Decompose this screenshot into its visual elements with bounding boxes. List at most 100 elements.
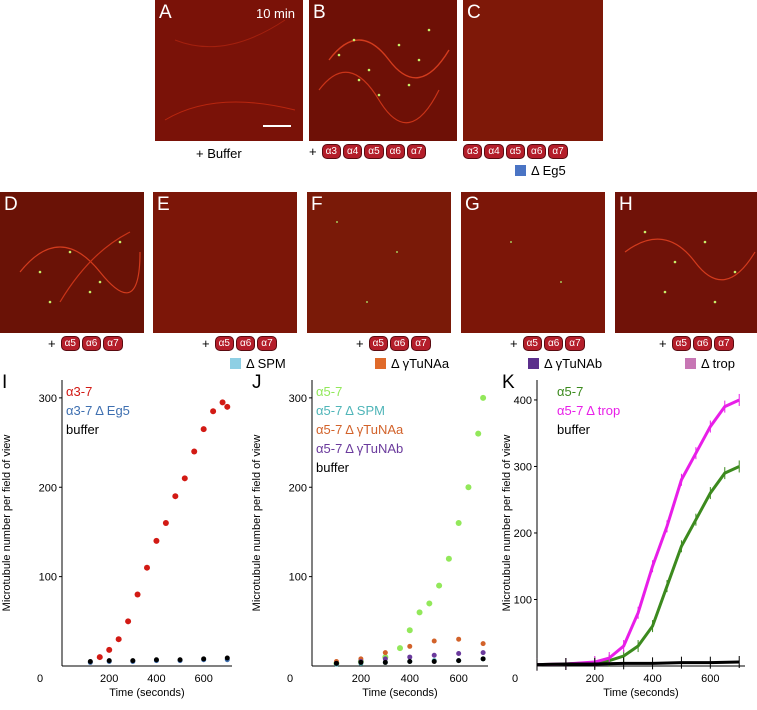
x-tick-label: 0 (512, 673, 518, 685)
micrograph-c-texture (463, 0, 603, 141)
data-point (406, 627, 413, 634)
deletion-text: Δ trop (701, 356, 735, 371)
data-point (456, 636, 462, 642)
data-point (177, 657, 183, 663)
data-point (144, 564, 150, 571)
y-tick-label: 100 (39, 572, 57, 584)
y-tick-label: 200 (289, 482, 307, 494)
series-line (536, 398, 740, 667)
y-axis-label: Microtubule number per field of view (1, 435, 13, 612)
chip: α5 (671, 336, 691, 351)
data-point (162, 520, 169, 526)
data-point (224, 403, 231, 410)
data-point (106, 646, 113, 653)
deletion-text: Δ Eg5 (531, 163, 566, 178)
swatch (230, 358, 241, 369)
data-point (475, 430, 482, 437)
y-tick-label: 400 (514, 395, 532, 407)
chip: α7 (103, 336, 123, 351)
chip: α5 (364, 144, 384, 159)
legend-entry: buffer (66, 422, 100, 437)
y-tick-label: 100 (289, 572, 307, 584)
chip: α6 (81, 336, 102, 351)
panel-letter-a: A (159, 2, 172, 23)
legend-entry: α3-7 (66, 384, 92, 399)
deletion-text: Δ SPM (246, 356, 286, 371)
chip: α7 (565, 336, 585, 351)
data-point (431, 638, 437, 644)
deletion-text: Δ γTuNAa (391, 356, 450, 371)
chip: α7 (548, 144, 568, 159)
data-point (456, 658, 462, 664)
data-point (436, 582, 443, 589)
swatch (528, 358, 539, 369)
plus-sign: + (48, 336, 56, 351)
series-line (536, 660, 740, 667)
data-point (153, 537, 160, 544)
deletion-label-f: Δ γTuNAa (375, 356, 449, 371)
data-point (172, 493, 179, 500)
panel-letter-b: B (313, 2, 326, 23)
data-point (87, 659, 93, 665)
x-tick-label: 0 (37, 673, 43, 685)
swatch (375, 358, 386, 369)
data-point (153, 657, 159, 663)
data-point (200, 426, 207, 433)
y-tick-label: 300 (514, 461, 532, 473)
deletion-label-g: Δ γTuNAb (528, 356, 602, 371)
data-point (480, 650, 486, 656)
chip: α4 (342, 144, 363, 159)
legend-entry: α5-7 (557, 384, 583, 399)
construct-c: α3 α4 α5 α6 α7 (463, 144, 568, 159)
y-axis-label: Microtubule number per field of view (501, 435, 513, 612)
legend-entry: α5-7 (316, 384, 342, 399)
panel-letter-c: C (467, 2, 481, 23)
construct-g: + α5 α6 α7 (510, 336, 585, 351)
data-point (224, 655, 230, 661)
data-point (480, 656, 486, 662)
x-tick-label: 0 (287, 673, 293, 685)
plus-sign: + (510, 336, 518, 351)
micrograph-f-texture (307, 192, 451, 333)
chip: α7 (257, 336, 277, 351)
construct-h: + α5 α6 α7 (659, 336, 734, 351)
chart-i: I 0 200 400 600 100 200 300 Time (seconds) Microt… (0, 370, 245, 705)
data-point (480, 641, 486, 647)
panel-letter-g: G (465, 194, 480, 215)
data-point (181, 475, 188, 482)
y-tick-label: 100 (514, 594, 532, 606)
data-point (456, 650, 462, 656)
micrograph-e-texture (153, 192, 297, 333)
series-line (536, 465, 740, 667)
chip: α3 (321, 144, 341, 159)
panel-letter-f: F (311, 194, 323, 215)
y-tick-label: 300 (39, 393, 57, 405)
micrograph-f: F (307, 192, 451, 333)
x-tick-label: 400 (643, 673, 661, 685)
chip: α5 (368, 336, 388, 351)
data-point (125, 618, 132, 625)
construct-d: + α5 α6 α7 (48, 336, 123, 351)
legend-entry: α5-7 Δ SPM (316, 403, 385, 418)
data-point (407, 643, 413, 649)
data-point (455, 520, 462, 526)
construct-f: + α5 α6 α7 (356, 336, 431, 351)
data-point (201, 656, 207, 662)
data-point (382, 656, 388, 662)
x-tick-label: 600 (194, 673, 212, 685)
data-point (445, 555, 452, 562)
swatch (685, 358, 696, 369)
data-point (358, 659, 364, 665)
legend-entry: α5-7 Δ γTuNAb (316, 441, 403, 456)
x-axis-label: Time (seconds) (109, 687, 184, 699)
chip: α6 (235, 336, 256, 351)
y-tick-label: 200 (514, 528, 532, 540)
data-point (431, 652, 437, 658)
chip: α3 (463, 144, 483, 159)
x-tick-label: 200 (586, 673, 604, 685)
data-point (333, 660, 339, 666)
chip: α4 (484, 144, 504, 159)
caption-buffer: + Buffer (196, 146, 242, 161)
x-tick-label: 200 (100, 673, 118, 685)
data-point (465, 484, 472, 491)
